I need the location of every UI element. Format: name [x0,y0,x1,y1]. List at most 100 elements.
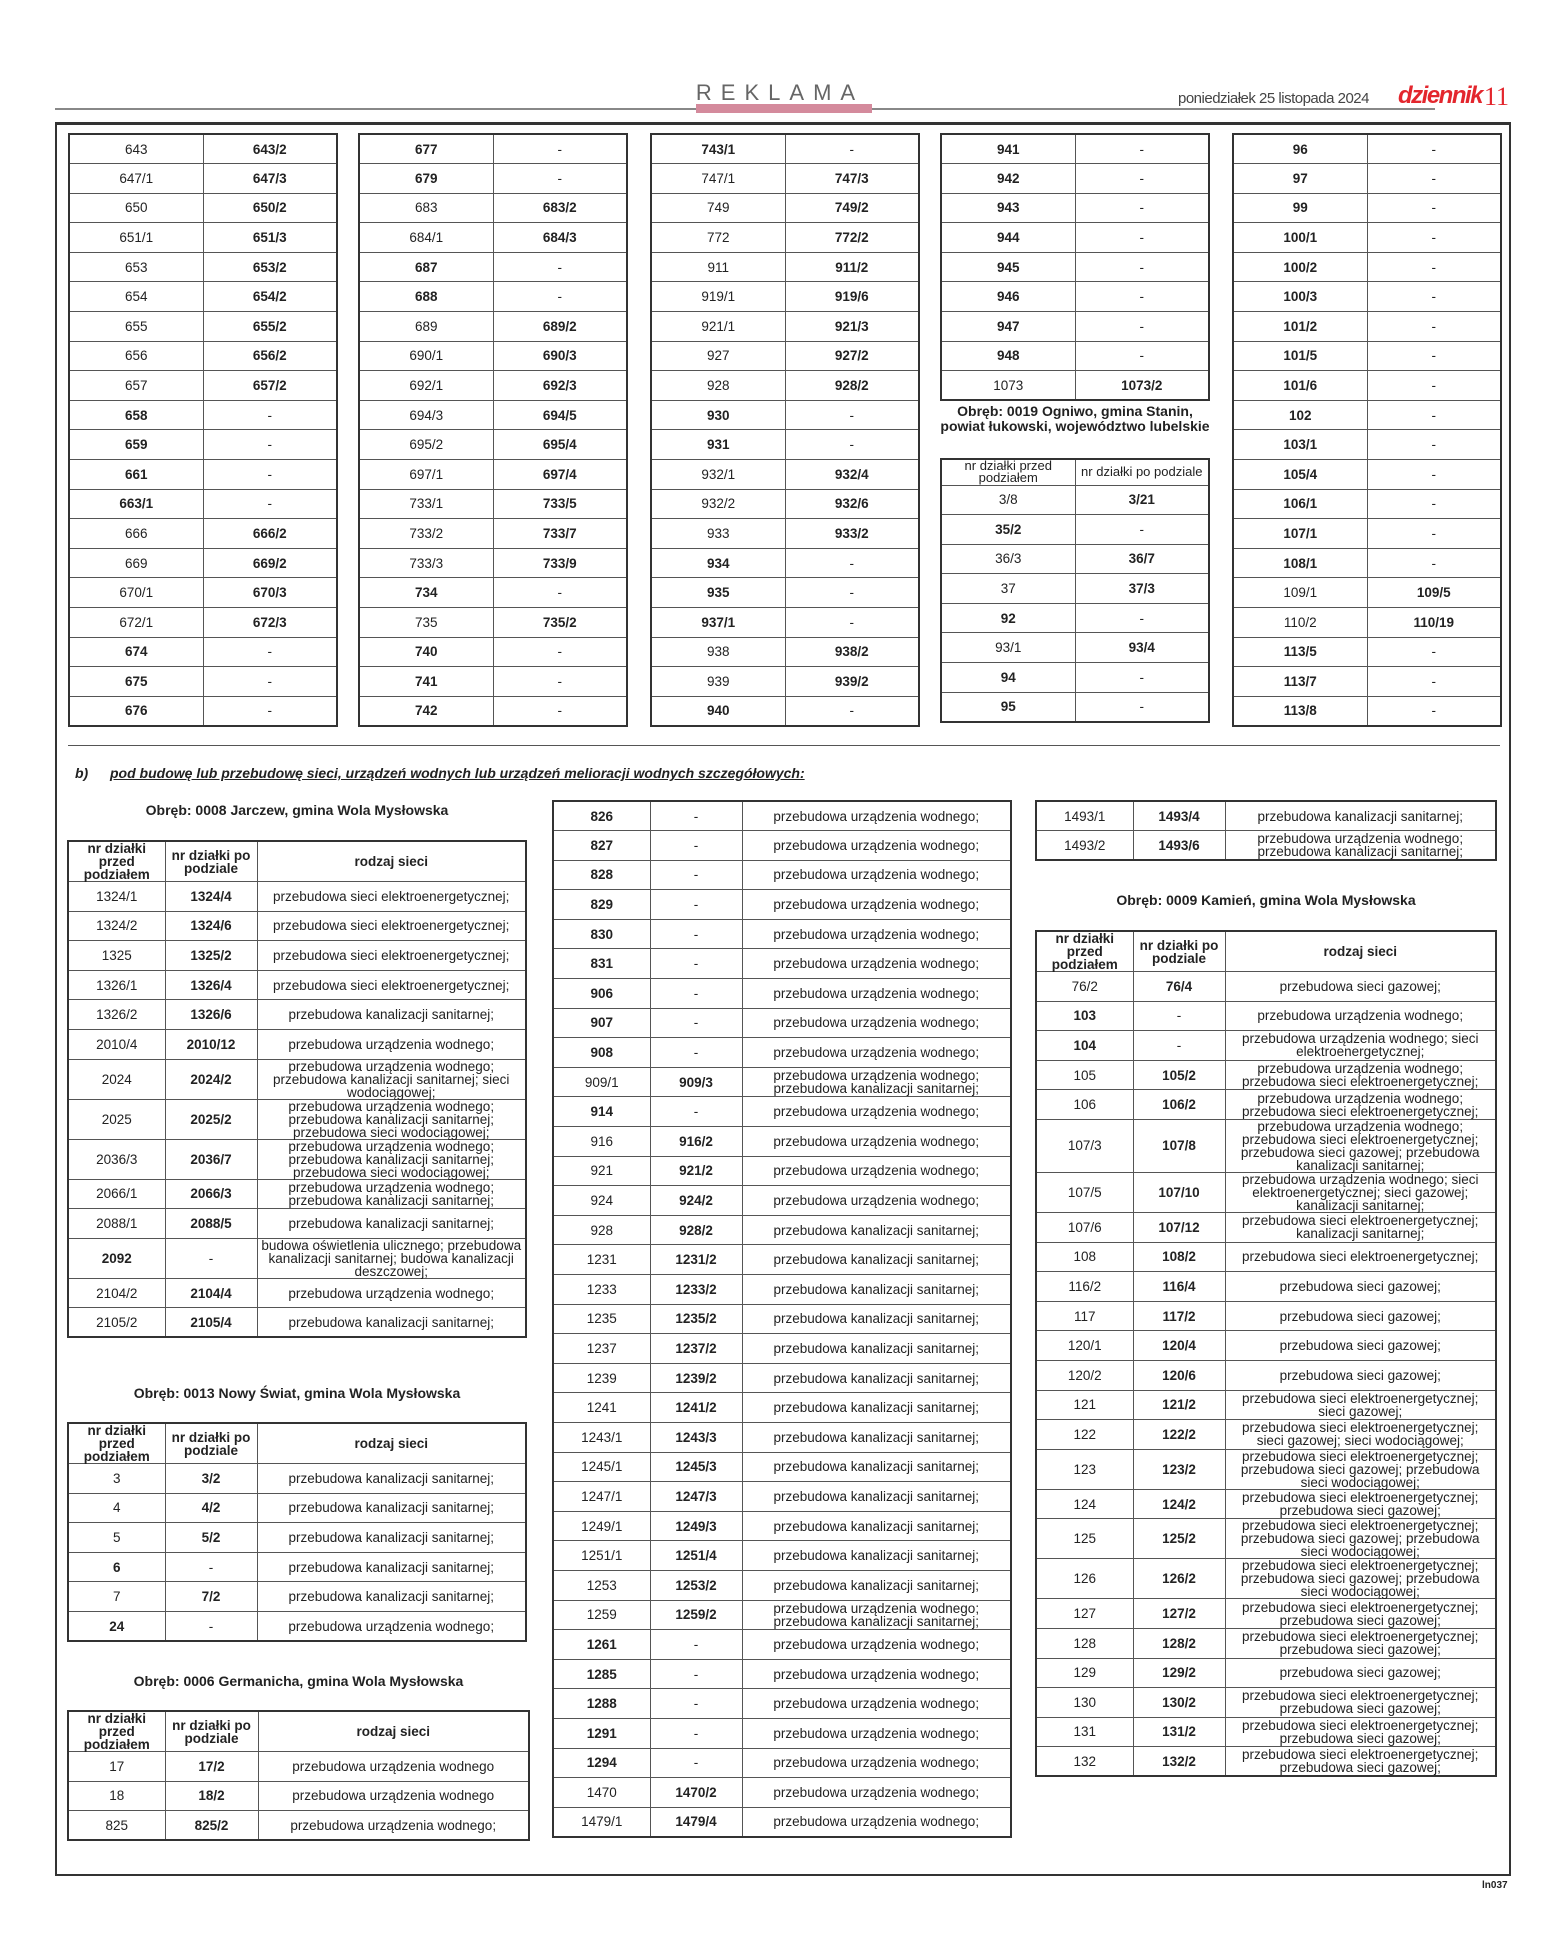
parcel-after: - [784,607,920,638]
table-row: 825 825/2 przebudowa urządzenia wodnego; [67,1810,530,1841]
parcel-after: 129/2 [1132,1657,1226,1689]
table-row: 2092- budowa oświetlenia ulicznego; przeb… [67,1237,527,1279]
parcel-after: 921/3 [784,311,920,342]
parcel-before: 130 [1035,1687,1134,1718]
table-row: 675- [68,666,338,697]
parcel-after: 2024/2 [164,1058,258,1100]
network-type: budowa oświetlenia ulicznego; przebudowa… [256,1237,527,1279]
parcel-before: 931 [650,429,786,461]
parcel-before: 939 [650,666,786,697]
table-row: 104- przebudowa urządzenia wodnego; sieci… [1035,1030,1497,1061]
parcel-before: 107/3 [1035,1118,1134,1173]
parcel-after: 694/5 [492,399,628,431]
parcel-after: 3/21 [1074,484,1210,516]
parcel-before: 927 [650,340,786,372]
table-row: 944- [940,222,1210,253]
parcel-before: 113/7 [1232,666,1368,697]
parcel-before: 908 [552,1037,651,1068]
table-row: 697/1 697/4 [358,459,628,490]
section-b-label: b) [75,765,89,781]
parcel-before: 104 [1035,1030,1134,1061]
parcel-after: 1325/2 [164,940,258,971]
table-row: 4 4/2 przebudowa kanalizacji sanitarnej; [67,1492,527,1524]
parcel-after: - [1074,281,1210,313]
table-row: 741- [358,666,628,697]
table-row: 655 655/2 [68,311,338,342]
table-row: 2104/2 2104/4 przebudowa urządzenia wodneg… [67,1277,527,1309]
table-row: 669 669/2 [68,547,338,579]
parcel-before: 666 [68,518,204,549]
column-header: nr działki przed podziałem [67,840,166,882]
table-row: 1251/1 1251/4 przebudowa kanalizacji sanit… [552,1540,1012,1571]
table-row: 1239 1239/2 przebudowa kanalizacji sanitar… [552,1362,1012,1394]
network-type: przebudowa kanalizacji sanitarnej; [741,1362,1012,1394]
parcel-after: 108/2 [1132,1241,1226,1273]
network-type: przebudowa sieci gazowej; [1224,1330,1497,1361]
parcel-after: 689/2 [492,311,628,342]
network-table: nr działki przed podziałem nr działki po … [67,1422,527,1643]
parcel-before: 1243/1 [552,1421,651,1453]
parcel-before: 101/6 [1232,370,1368,401]
parcel-after: 36/7 [1074,543,1210,575]
table-row: 1249/1 1249/3 przebudowa kanalizacji sanit… [552,1510,1012,1542]
network-type: przebudowa sieci elektroenergetycznej; p… [1224,1687,1497,1718]
parcel-before: 911 [650,251,786,283]
network-type: przebudowa urządzenia wodnego; sieci ele… [1224,1030,1497,1061]
parcel-after: 127/2 [1132,1598,1226,1629]
parcel-after: - [202,488,338,520]
parcel-after: - [1366,311,1502,342]
parcel-before: 1326/1 [67,969,166,1001]
network-type: przebudowa kanalizacji sanitarnej; [741,1569,1012,1601]
parcel-before: 106 [1035,1089,1134,1120]
table-row: 683 683/2 [358,192,628,224]
table-row: 2088/1 2088/5 przebudowa kanalizacji sanit… [67,1208,527,1239]
network-type: przebudowa sieci gazowej; [1224,1300,1497,1332]
parcel-before: 101/2 [1232,311,1368,342]
table-row: 96- [1232,133,1502,165]
parcel-table: 677-679-683 683/2 684/1 684/3 687-688-689 689… [358,133,628,727]
table-row: 938 938/2 [650,636,920,668]
parcel-after: 733/9 [492,547,628,579]
table-row: 907- przebudowa urządzenia wodnego; [552,1007,1012,1039]
parcel-after: - [492,577,628,608]
parcel-before: 827 [552,830,651,861]
table-row: 100/2- [1232,251,1502,283]
table-row: 1294- przebudowa urządzenia wodnego; [552,1747,1012,1779]
parcel-before: 105 [1035,1059,1134,1091]
parcel-after: 690/3 [492,340,628,372]
network-type: przebudowa kanalizacji sanitarnej; [256,1551,527,1583]
parcel-before: 120/2 [1035,1359,1134,1391]
table-row: 101/5- [1232,340,1502,372]
network-type: przebudowa urządzenia wodnego; [741,1658,1012,1690]
parcel-after: - [164,1551,258,1583]
table-row: 110/2 110/19 [1232,607,1502,638]
table-row: 919/1 919/6 [650,281,920,313]
column-header: nr działki po podziale [164,840,258,882]
parcel-after: 692/3 [492,370,628,401]
table-row: 2024 2024/2 przebudowa urządzenia wodnego;… [67,1058,527,1100]
parcel-after: - [1074,133,1210,165]
parcel-before: 103/1 [1232,429,1368,461]
table-row: 916 916/2 przebudowa urządzenia wodnego; [552,1126,1012,1157]
network-type: przebudowa kanalizacji sanitarnej; [1224,800,1497,832]
parcel-after: 1247/3 [649,1481,743,1512]
table-row: 1233 1233/2 przebudowa kanalizacji sanitar… [552,1274,1012,1305]
parcel-after: - [649,1007,743,1039]
parcel-before: 24 [67,1610,166,1642]
parcel-before: 656 [68,340,204,372]
network-type: przebudowa urządzenia wodnego; [741,1096,1012,1128]
parcel-after: 1326/4 [164,969,258,1001]
table-row: 125 125/2 przebudowa sieci elektroenergety… [1035,1518,1497,1560]
parcel-after: - [202,399,338,431]
table-row: 113/7- [1232,666,1502,697]
parcel-before: 916 [552,1126,651,1157]
table-row: 947- [940,311,1210,342]
precinct-heading: Obręb: 0013 Nowy Świat, gmina Wola Mysło… [133,1385,461,1401]
table-row: 6- przebudowa kanalizacji sanitarnej; [67,1551,527,1583]
parcel-after: 643/2 [202,133,338,165]
table-row: 689 689/2 [358,311,628,342]
network-type: przebudowa kanalizacji sanitarnej; [741,1214,1012,1246]
parcel-before: 122 [1035,1419,1134,1450]
network-type: przebudowa kanalizacji sanitarnej; [256,1581,527,1612]
table-row: 931- [650,429,920,461]
